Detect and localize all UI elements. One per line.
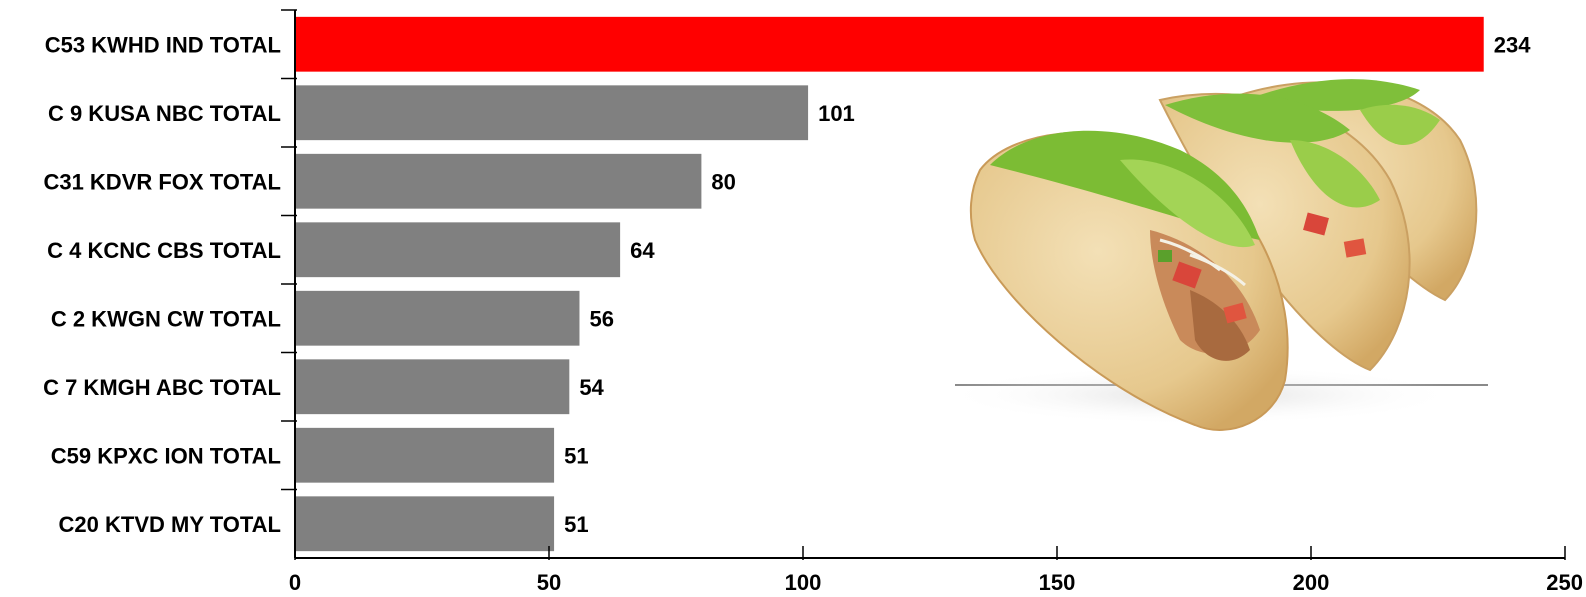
value-label-3: 64 (630, 238, 655, 263)
bar-2 (295, 154, 701, 209)
category-label-7: C20 KTVD MY TOTAL (59, 512, 281, 537)
category-label-0: C53 KWHD IND TOTAL (45, 32, 281, 57)
category-label-6: C59 KPXC ION TOTAL (51, 443, 281, 468)
bar-3 (295, 222, 620, 277)
bar-1 (295, 85, 808, 140)
x-tick-label-4: 200 (1293, 570, 1330, 595)
value-label-2: 80 (711, 169, 735, 194)
category-label-5: C 7 KMGH ABC TOTAL (43, 375, 281, 400)
tacos-illustration-icon (940, 79, 1488, 430)
x-tick-label-0: 0 (289, 570, 301, 595)
bar-0 (295, 17, 1484, 72)
category-label-3: C 4 KCNC CBS TOTAL (47, 238, 281, 263)
category-label-1: C 9 KUSA NBC TOTAL (48, 101, 281, 126)
bar-6 (295, 428, 554, 483)
value-label-5: 54 (579, 375, 604, 400)
value-label-1: 101 (818, 101, 855, 126)
category-label-2: C31 KDVR FOX TOTAL (43, 169, 281, 194)
x-tick-label-5: 250 (1546, 570, 1583, 595)
x-tick-label-1: 50 (537, 570, 561, 595)
value-label-6: 51 (564, 443, 588, 468)
value-label-4: 56 (589, 306, 613, 331)
bar-4 (295, 291, 579, 346)
bar-7 (295, 496, 554, 551)
x-tick-label-2: 100 (785, 570, 822, 595)
bar-5 (295, 359, 569, 414)
value-label-0: 234 (1494, 32, 1531, 57)
x-tick-label-3: 150 (1039, 570, 1076, 595)
category-label-4: C 2 KWGN CW TOTAL (51, 306, 281, 331)
value-label-7: 51 (564, 512, 588, 537)
